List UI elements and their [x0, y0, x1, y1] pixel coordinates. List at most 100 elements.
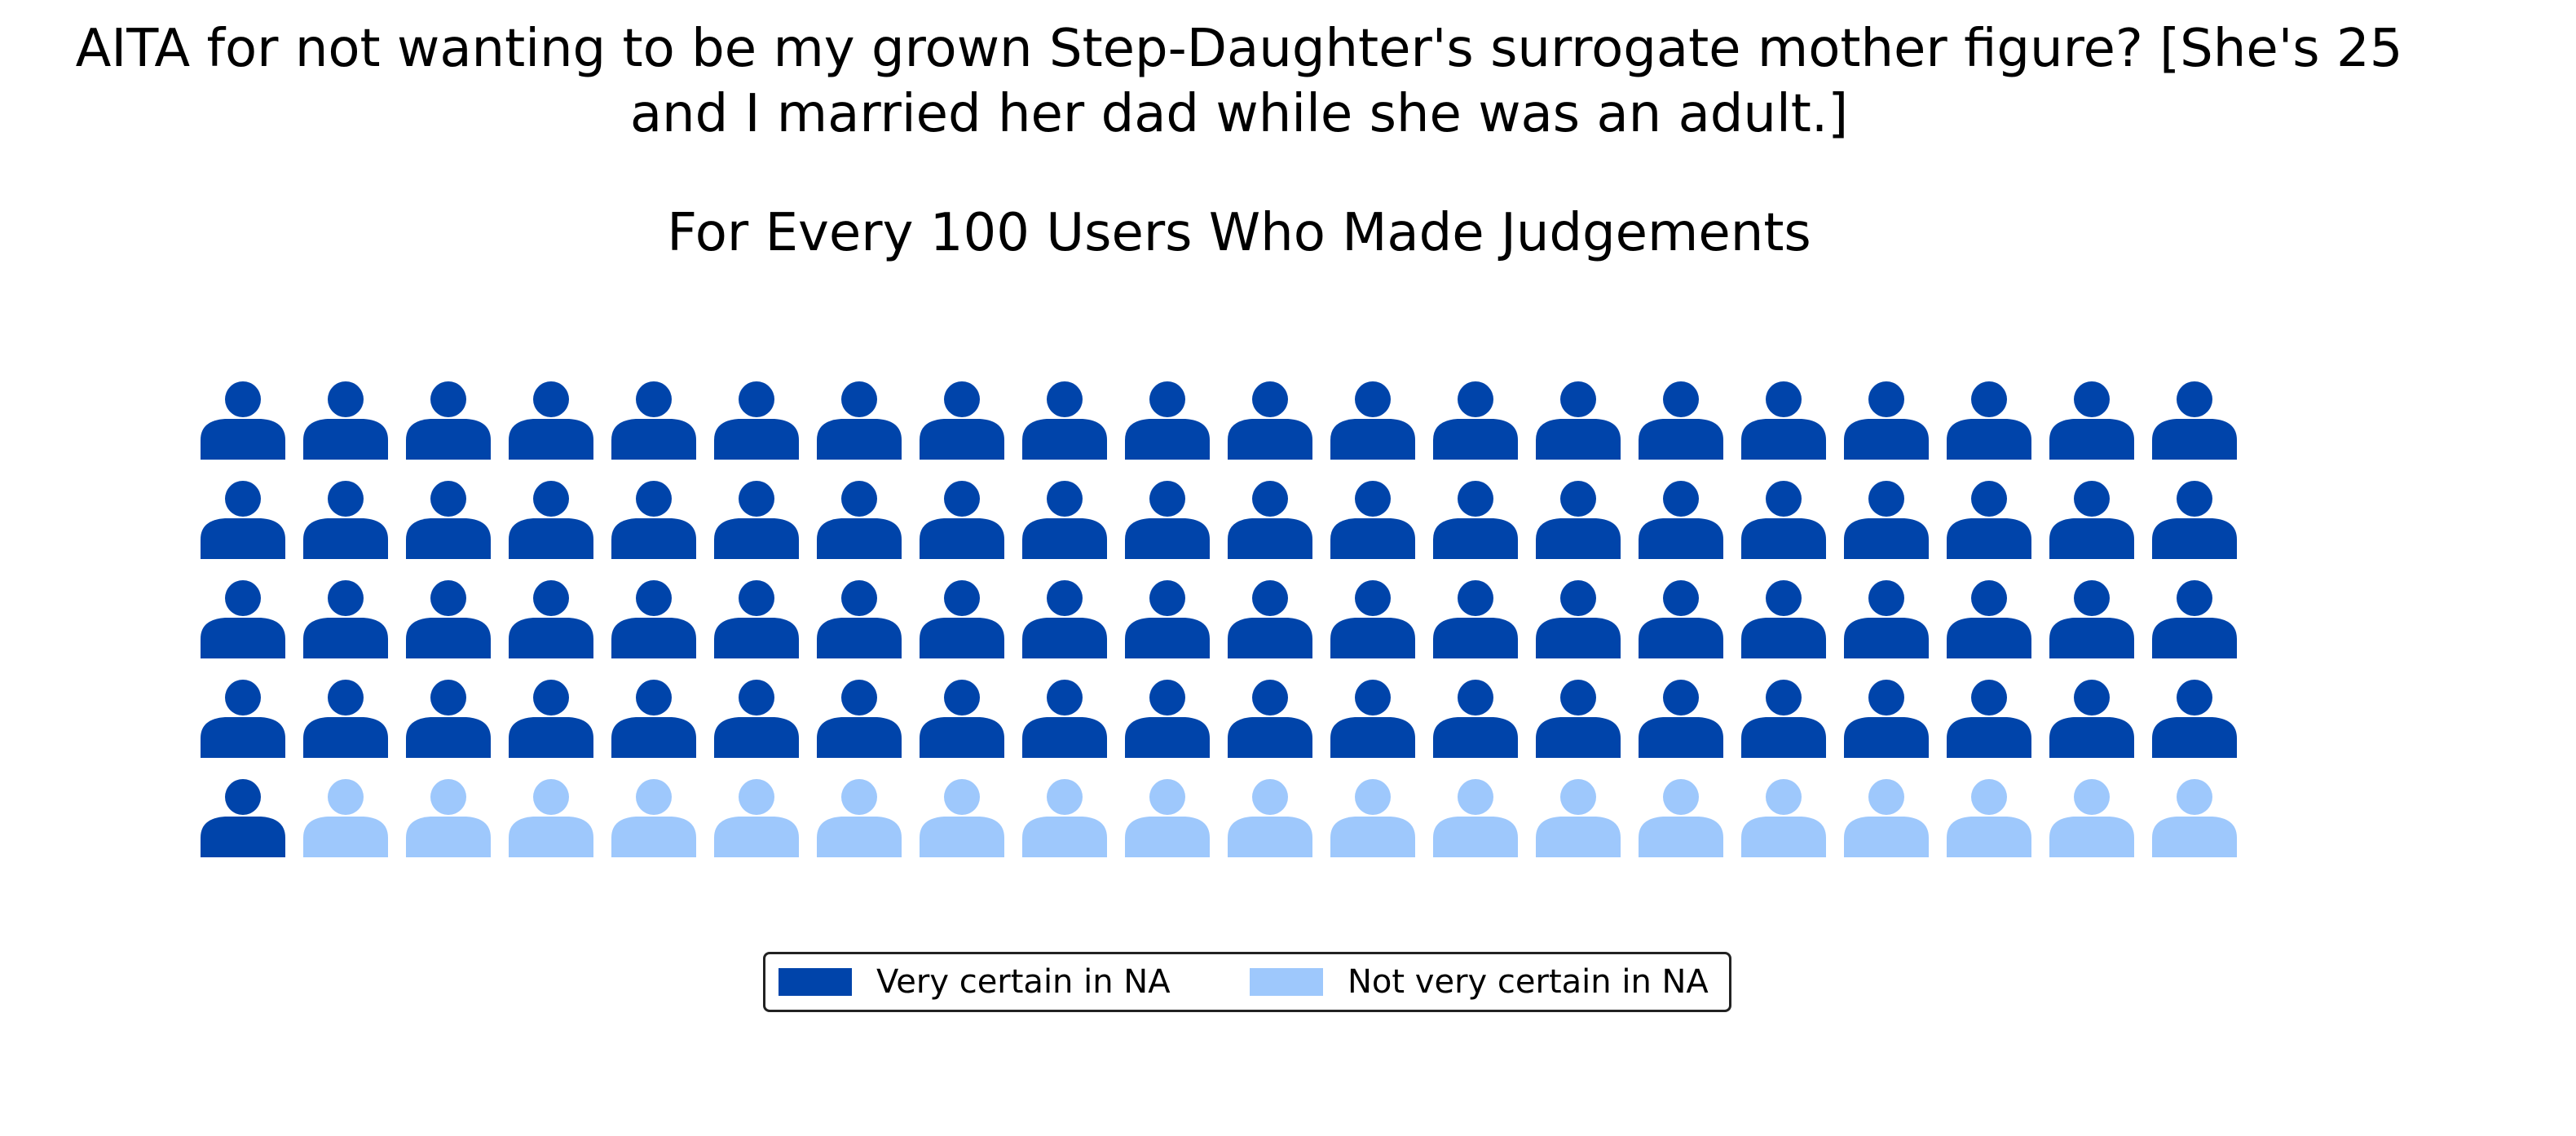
person-icon	[920, 481, 1004, 559]
legend-item-not-very-certain: Not very certain in NA	[1250, 954, 1709, 1010]
person-icon	[1844, 481, 1929, 559]
legend-swatch-very-certain	[779, 968, 852, 996]
person-icon	[1844, 680, 1929, 758]
person-icon	[817, 680, 902, 758]
person-icon	[1330, 381, 1415, 460]
person-icon	[1639, 779, 1723, 857]
person-icon	[817, 779, 902, 857]
person-icon	[1639, 481, 1723, 559]
person-icon	[1228, 779, 1312, 857]
person-icon	[817, 381, 902, 460]
person-icon	[2152, 779, 2237, 857]
person-icon	[817, 481, 902, 559]
person-icon	[1741, 481, 1826, 559]
person-icon	[1536, 779, 1621, 857]
person-icon	[406, 481, 491, 559]
person-icon	[509, 381, 593, 460]
person-icon	[303, 381, 388, 460]
person-icon	[1536, 481, 1621, 559]
person-icon	[920, 680, 1004, 758]
person-icon	[1228, 580, 1312, 658]
legend-item-very-certain: Very certain in NA	[779, 954, 1171, 1010]
person-icon	[1639, 580, 1723, 658]
chart-title-line-2: and I married her dad while she was an a…	[629, 84, 1849, 144]
person-icon	[406, 779, 491, 857]
person-icon	[1330, 580, 1415, 658]
person-icon	[611, 680, 696, 758]
chart-subtitle: For Every 100 Users Who Made Judgements	[667, 203, 1811, 263]
person-icon	[1330, 779, 1415, 857]
person-icon	[201, 580, 285, 658]
person-icon	[2049, 381, 2134, 460]
person-icon	[611, 481, 696, 559]
person-icon	[1536, 580, 1621, 658]
chart-legend: Very certain in NA Not very certain in N…	[763, 952, 1731, 1012]
legend-swatch-not-very-certain	[1250, 968, 1323, 996]
person-icon	[1844, 580, 1929, 658]
person-icon	[2152, 680, 2237, 758]
person-icon	[1947, 680, 2031, 758]
person-icon	[201, 381, 285, 460]
person-icon	[201, 481, 285, 559]
person-icon	[1228, 481, 1312, 559]
person-icon	[1433, 381, 1518, 460]
person-icon	[714, 779, 799, 857]
chart-title: AITA for not wanting to be my grown Step…	[0, 16, 2478, 147]
person-icon	[2152, 481, 2237, 559]
person-icon	[2152, 381, 2237, 460]
person-icon	[714, 381, 799, 460]
person-icon	[611, 779, 696, 857]
person-icon	[920, 779, 1004, 857]
person-icon	[714, 481, 799, 559]
person-icon	[2152, 580, 2237, 658]
person-icon	[1125, 481, 1210, 559]
person-icon	[1125, 580, 1210, 658]
person-icon	[1433, 779, 1518, 857]
person-icon	[2049, 580, 2134, 658]
person-icon	[2049, 680, 2134, 758]
person-icon	[1022, 779, 1107, 857]
person-icon	[1947, 580, 2031, 658]
person-icon	[303, 779, 388, 857]
person-icon	[611, 381, 696, 460]
person-icon	[406, 381, 491, 460]
person-icon	[1536, 381, 1621, 460]
person-icon	[714, 580, 799, 658]
person-icon	[1022, 381, 1107, 460]
person-icon	[1022, 580, 1107, 658]
person-icon	[1433, 580, 1518, 658]
person-icon	[1947, 481, 2031, 559]
person-icon	[201, 779, 285, 857]
person-icon	[1125, 680, 1210, 758]
person-icon	[714, 680, 799, 758]
person-icon	[1741, 580, 1826, 658]
person-icon	[1433, 680, 1518, 758]
chart-title-line-1: AITA for not wanting to be my grown Step…	[75, 19, 2403, 79]
person-icon	[509, 779, 593, 857]
person-icon	[1330, 680, 1415, 758]
person-icon	[920, 381, 1004, 460]
person-icon	[1536, 680, 1621, 758]
person-icon	[1125, 381, 1210, 460]
person-icon	[1022, 481, 1107, 559]
person-icon	[406, 680, 491, 758]
person-icon	[201, 680, 285, 758]
person-icon	[1741, 779, 1826, 857]
person-icon	[1228, 680, 1312, 758]
person-icon	[1844, 381, 1929, 460]
person-icon	[1022, 680, 1107, 758]
legend-label-not-very-certain: Not very certain in NA	[1348, 963, 1709, 1001]
person-icon	[2049, 481, 2134, 559]
person-icon	[509, 580, 593, 658]
legend-label-very-certain: Very certain in NA	[876, 963, 1171, 1001]
person-icon	[1433, 481, 1518, 559]
person-icon	[817, 580, 902, 658]
person-icon	[303, 481, 388, 559]
person-icon	[509, 481, 593, 559]
person-icon	[1947, 779, 2031, 857]
person-icon	[1125, 779, 1210, 857]
person-icon	[1330, 481, 1415, 559]
person-icon	[509, 680, 593, 758]
person-icon	[920, 580, 1004, 658]
